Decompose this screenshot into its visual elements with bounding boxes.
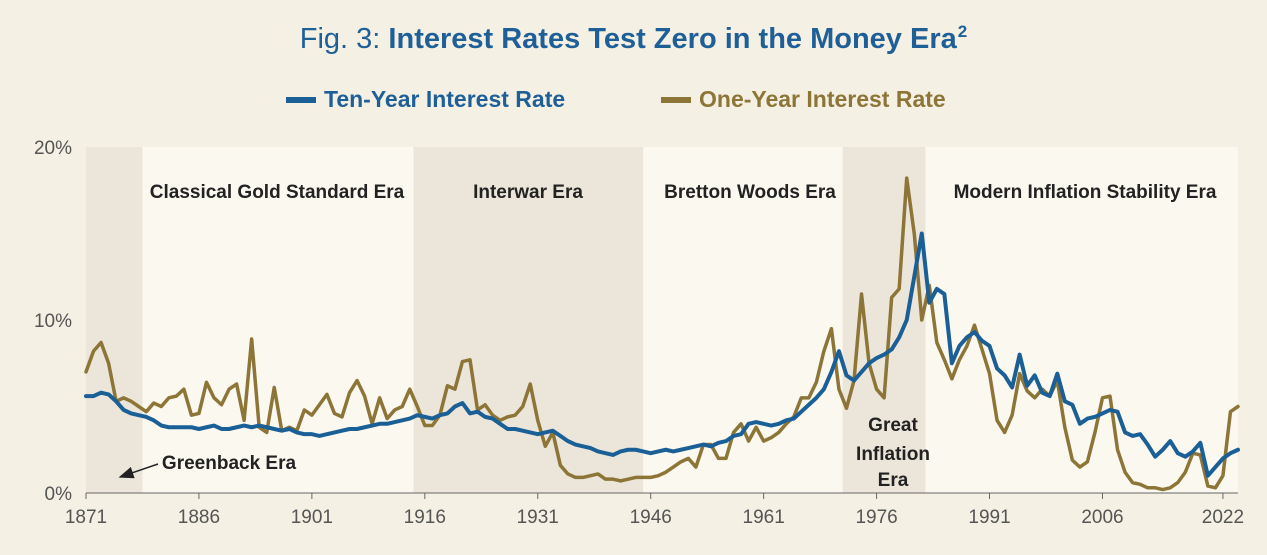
era-band-4	[842, 147, 926, 493]
era-band-5	[925, 147, 1238, 493]
x-tick-label-1916: 1916	[404, 507, 446, 528]
era-band-2	[413, 147, 644, 493]
era-label-great-line2: Inflation	[856, 444, 930, 465]
x-tick-label-1886: 1886	[178, 507, 220, 528]
era-label-greenback: Greenback Era	[162, 453, 297, 474]
era-band-1	[142, 147, 414, 493]
y-tick-label-20: 20%	[34, 138, 72, 159]
chart-title-superscript: 2	[957, 22, 968, 41]
axes: 1871 1886 1901 1916 1931 1946 1961 1976 1991 2006…	[34, 138, 1244, 528]
legend-swatch-ten-year	[286, 96, 316, 103]
chart-title-main: Interest Rates Test Zero in the Money Er…	[388, 23, 957, 55]
x-tick-label-2006: 2006	[1081, 507, 1123, 528]
era-label-bretton-woods: Bretton Woods Era	[664, 182, 836, 203]
y-tick-label-0: 0%	[45, 484, 73, 505]
era-labels: Classical Gold Standard Era Interwar Era B…	[118, 182, 1217, 491]
series-lines	[84, 176, 1240, 492]
era-label-modern: Modern Inflation Stability Era	[954, 182, 1217, 203]
x-tick-label-1871: 1871	[65, 507, 107, 528]
era-label-great-line1: Great	[868, 415, 918, 436]
legend-swatch-one-year	[661, 96, 691, 103]
chart-title-prefix: Fig. 3:	[299, 23, 389, 55]
era-bands	[86, 147, 1238, 493]
era-band-0	[86, 147, 143, 493]
x-tick-label-1991: 1991	[968, 507, 1010, 528]
x-tick-label-1931: 1931	[517, 507, 559, 528]
legend-label-one-year: One-Year Interest Rate	[699, 86, 946, 112]
x-tick-label-1946: 1946	[630, 507, 672, 528]
legend-item-ten-year: Ten-Year Interest Rate	[286, 86, 565, 113]
era-band-3	[643, 147, 843, 493]
x-tick-label-1961: 1961	[743, 507, 785, 528]
y-tick-label-10: 10%	[34, 311, 72, 332]
greenback-arrow	[118, 463, 159, 479]
era-label-great-line3: Era	[878, 470, 909, 491]
chart-title: Fig. 3: Interest Rates Test Zero in the …	[0, 22, 1267, 56]
legend-label-ten-year: Ten-Year Interest Rate	[324, 86, 566, 112]
x-tick-label-1901: 1901	[291, 507, 333, 528]
era-label-classical: Classical Gold Standard Era	[150, 182, 405, 203]
x-tick-label-1976: 1976	[855, 507, 897, 528]
legend-item-one-year: One-Year Interest Rate	[661, 86, 946, 113]
ten-year-series-line	[84, 231, 1240, 478]
x-tick-label-2022: 2022	[1202, 507, 1244, 528]
era-label-interwar: Interwar Era	[473, 182, 583, 203]
